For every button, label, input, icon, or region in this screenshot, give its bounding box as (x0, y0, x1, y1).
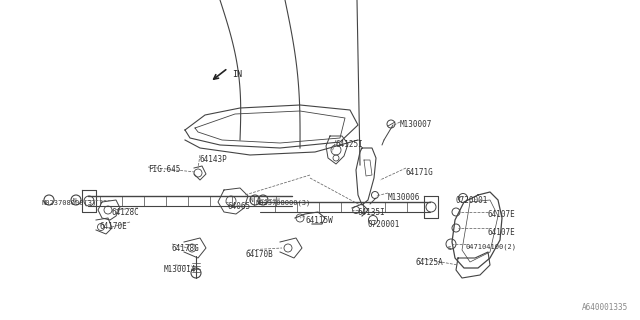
Text: M130007: M130007 (400, 120, 433, 129)
Text: 64107E: 64107E (488, 210, 516, 219)
Text: 0720001: 0720001 (368, 220, 401, 229)
Text: M130006: M130006 (388, 193, 420, 202)
Text: A640001335: A640001335 (582, 303, 628, 312)
Text: S: S (448, 246, 452, 251)
Text: IN: IN (232, 70, 242, 79)
Text: 64125I: 64125I (336, 140, 364, 149)
Text: N: N (73, 198, 77, 203)
Text: 64107E: 64107E (488, 228, 516, 237)
Text: 64171G: 64171G (406, 168, 434, 177)
Text: N023708000(3): N023708000(3) (256, 199, 311, 205)
Text: 64115W: 64115W (305, 216, 333, 225)
Text: 64125A: 64125A (416, 258, 444, 267)
Text: 64065: 64065 (228, 202, 251, 211)
Text: M130014: M130014 (164, 265, 196, 274)
Text: N: N (250, 198, 253, 203)
Text: FIG.645: FIG.645 (148, 165, 180, 174)
Text: 0720001: 0720001 (456, 196, 488, 205)
Text: N023708000(3): N023708000(3) (42, 200, 97, 206)
Text: 047104100(2): 047104100(2) (465, 244, 516, 251)
Text: 64178G: 64178G (172, 244, 200, 253)
Text: 64128C: 64128C (112, 208, 140, 217)
Text: 64170E: 64170E (100, 222, 128, 231)
Text: 64135I: 64135I (358, 208, 386, 217)
Text: 64143P: 64143P (200, 155, 228, 164)
Text: 64170B: 64170B (245, 250, 273, 259)
